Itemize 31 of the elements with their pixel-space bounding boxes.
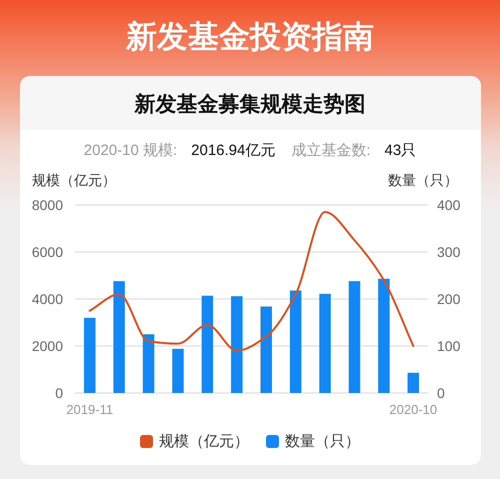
bar [231, 296, 243, 393]
subtitle: 新发基金募集规模走势图 [134, 93, 366, 116]
bar [260, 306, 272, 393]
y-tick-label: 0 [55, 385, 64, 401]
y-tick-label: 2000 [32, 338, 64, 354]
bar [113, 281, 125, 393]
y-tick-label: 8000 [32, 197, 64, 213]
bar [290, 290, 302, 393]
bar [319, 294, 331, 393]
bar [84, 318, 96, 393]
bar [202, 296, 214, 393]
y2-tick-label: 300 [437, 244, 461, 260]
bar [348, 281, 360, 393]
x-tick-label: 2020-10 [389, 402, 438, 417]
y-tick-label: 6000 [32, 244, 64, 260]
bar [172, 348, 184, 393]
title: 新发基金投资指南 [126, 19, 374, 54]
x-tick-label: 2019-11 [66, 402, 114, 417]
bar [378, 278, 390, 393]
annotations: 2020-10 规模: 2016.94亿元 成立基金数: 43只 [84, 142, 416, 159]
ylabel: 规模（亿元） [32, 172, 116, 188]
bar [408, 372, 420, 393]
y2-tick-label: 100 [437, 338, 461, 354]
bar [142, 334, 154, 393]
y2-tick-label: 0 [437, 385, 445, 401]
legend-label: 规模（亿元） [159, 433, 249, 450]
legend-label: 数量（只） [285, 433, 360, 450]
y2-tick-label: 400 [437, 197, 461, 213]
y2-tick-label: 200 [437, 291, 461, 307]
y-tick-label: 4000 [32, 291, 64, 307]
y2label: 数量（只） [388, 172, 458, 188]
